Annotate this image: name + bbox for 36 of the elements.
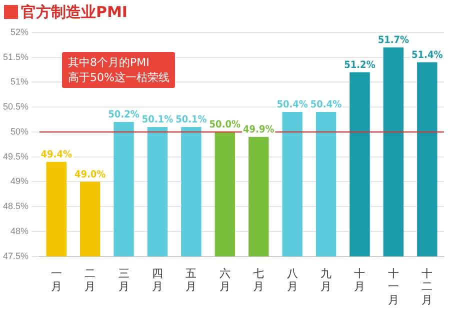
data-label: 50.4% bbox=[310, 100, 342, 111]
y-tick-label: 48.5% bbox=[2, 201, 29, 212]
data-label: 50.1% bbox=[142, 114, 174, 126]
x-tick-label: 十月 bbox=[354, 267, 366, 294]
y-tick-label: 49% bbox=[10, 176, 29, 186]
data-label: 51.4% bbox=[412, 50, 443, 61]
y-tick-label: 48% bbox=[10, 226, 29, 236]
y-tick-label: 50% bbox=[10, 126, 29, 136]
y-tick-label: 49.5% bbox=[2, 151, 29, 162]
y-tick-label: 52% bbox=[10, 26, 29, 37]
y-tick-label: 51.5% bbox=[2, 52, 29, 62]
x-tick-label: 十二月 bbox=[422, 267, 433, 306]
x-tick-label: 七月 bbox=[253, 267, 264, 294]
x-tick-label: 八月 bbox=[286, 268, 298, 294]
x-tick-label: 三月 bbox=[118, 268, 130, 294]
x-tick-label: 九月 bbox=[320, 267, 332, 294]
x-tick-label: 二月 bbox=[84, 268, 96, 294]
annotation: 其中8个月的PMI 高于50%这一枯荣线 bbox=[62, 52, 176, 88]
y-tick-label: 51% bbox=[10, 76, 29, 87]
x-tick-label: 五月 bbox=[186, 268, 197, 294]
data-label: 50.2% bbox=[108, 110, 140, 121]
data-label: 50.4% bbox=[276, 100, 308, 111]
x-tick-label: 四月 bbox=[152, 268, 163, 294]
data-label: 51.2% bbox=[344, 60, 376, 71]
chart-title: 官方制造业PMI bbox=[21, 2, 128, 22]
data-label: 49.0% bbox=[74, 169, 106, 180]
data-label: 50.0% bbox=[209, 120, 241, 131]
data-label: 49.9% bbox=[243, 124, 274, 136]
data-label: 50.1% bbox=[176, 114, 207, 126]
x-tick-label: 六月 bbox=[219, 267, 230, 294]
data-label: 51.7% bbox=[378, 34, 410, 46]
x-tick-label: 一月 bbox=[50, 268, 62, 294]
y-tick-label: 47.5% bbox=[2, 250, 29, 261]
y-tick-label: 50.5% bbox=[2, 102, 29, 112]
data-label: 49.4% bbox=[40, 149, 72, 160]
x-tick-label: 十一月 bbox=[388, 267, 399, 306]
